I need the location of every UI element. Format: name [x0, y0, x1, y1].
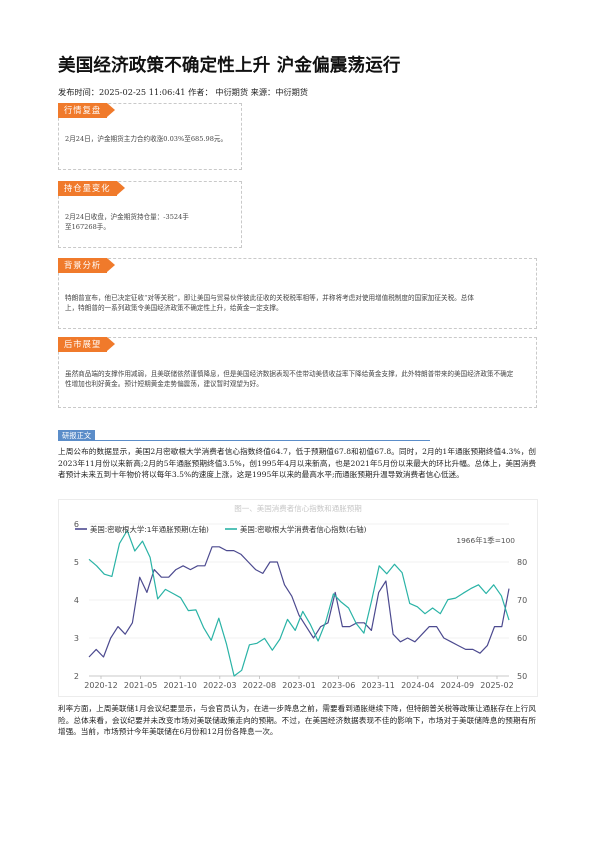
- y-right-tick-label: 80: [517, 558, 527, 567]
- y-right-tick-label: 50: [517, 672, 527, 681]
- y-left-tick-label: 6: [74, 520, 79, 529]
- background-analysis-box: 背景分析 特朗普宣布，他已决定征收“对等关税”，即让美国与贸易伙伴彼此征收的关税…: [58, 258, 537, 329]
- outlook-box: 后市展望 虽然商品端的支撑作用减弱，且美联储依然谨慎降息，但是美国经济数据表现不…: [58, 337, 537, 408]
- market-review-text: 2月24日，沪金期货主力合约收涨0.03%至685.98元。: [65, 135, 228, 143]
- position-change-label: 持仓量变化: [58, 181, 124, 196]
- x-tick-label: 2022-03: [203, 681, 236, 690]
- x-tick-label: 2022-08: [243, 681, 276, 690]
- chart-title: 图一、美国消费者信心指数和通胀预期: [234, 504, 362, 513]
- position-change-text: 2月24日收盘，沪金期货持仓量：-3524手至167268手。: [65, 213, 189, 231]
- series-line-2: [88, 529, 510, 677]
- legend-label-1: 美国:密歇根大学:1年通胀预期(左轴): [90, 525, 209, 534]
- y-right-tick-label: 60: [517, 634, 527, 643]
- x-tick-label: 2023-06: [322, 681, 355, 690]
- paragraph-2: 利率方面，上周美联储1月会议纪要显示，与会官员认为，在进一步降息之前，需要看到通…: [58, 704, 536, 737]
- x-tick-label: 2023-11: [361, 681, 394, 690]
- x-tick-label: 2021-05: [124, 681, 157, 690]
- chart-container: 图一、美国消费者信心指数和通胀预期 2 3 4 5 6 50 60 70 80 2020-12 20…: [58, 499, 538, 697]
- background-analysis-label: 背景分析: [58, 258, 116, 273]
- market-review-box: 行情复盘 2月24日，沪金期货主力合约收涨0.03%至685.98元。: [58, 103, 242, 170]
- section-divider: [58, 440, 430, 441]
- x-tick-label: 2024-09: [441, 681, 474, 690]
- series-line-1: [88, 546, 510, 658]
- x-tick-label: 2024-04: [401, 681, 434, 690]
- legend-label-2: 美国:密歇根大学消费者信心指数(右轴): [240, 525, 367, 534]
- x-tick-label: 2025-02: [480, 681, 513, 690]
- paragraph-1: 上周公布的数据显示，美国2月密歇根大学消费者信心指数终值64.7，低于预期值67…: [58, 447, 536, 480]
- article-meta: 发布时间：2025-02-25 11:06:41 作者： 中衍期货 来源：中衍期…: [58, 87, 308, 97]
- outlook-text: 虽然商品端的支撑作用减弱，且美联储依然谨慎降息，但是美国经济数据表现不佳带动美债…: [65, 370, 514, 388]
- market-review-label: 行情复盘: [58, 103, 116, 118]
- y-right-tick-label: 70: [517, 596, 527, 605]
- article-title: 美国经济政策不确定性上升 沪金偏震荡运行: [58, 56, 401, 76]
- report-body-label: 研报正文: [58, 430, 96, 441]
- y-left-tick-label: 3: [74, 634, 79, 643]
- y-left-tick-label: 5: [74, 558, 79, 567]
- y-left-tick-label: 4: [74, 596, 79, 605]
- chart-note: 1966年1季=100: [456, 536, 515, 545]
- chart-svg: 2 3 4 5 6 50 60 70 80 2020-12 2021-05 2021-10 2022-0…: [74, 520, 527, 690]
- y-left-tick-label: 2: [74, 672, 79, 681]
- x-tick-label: 2021-10: [163, 681, 196, 690]
- background-analysis-text: 特朗普宣布，他已决定征收“对等关税”，即让美国与贸易伙伴彼此征收的关税税率相等，…: [65, 294, 474, 312]
- position-change-box: 持仓量变化 2月24日收盘，沪金期货持仓量：-3524手至167268手。: [58, 181, 242, 248]
- x-tick-label: 2020-12: [84, 681, 117, 690]
- x-tick-label: 2023-01: [282, 681, 315, 690]
- outlook-label: 后市展望: [58, 337, 116, 352]
